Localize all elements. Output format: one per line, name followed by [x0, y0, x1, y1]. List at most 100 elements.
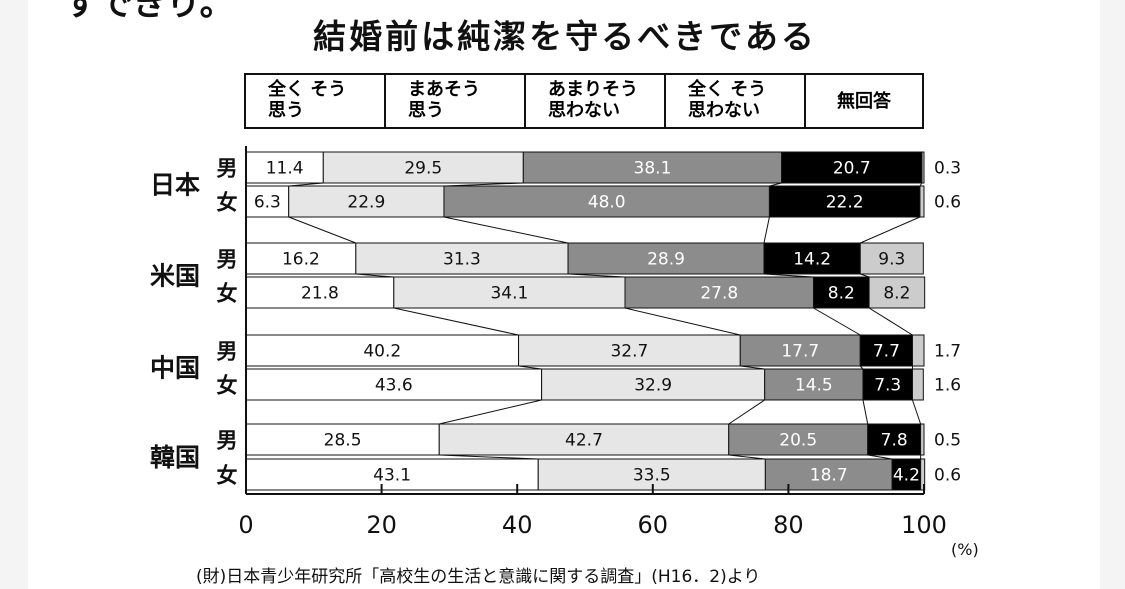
- connector-line: [443, 216, 569, 244]
- bar-value-label: 6.3: [254, 193, 281, 213]
- bar-value-label: 34.1: [490, 284, 528, 304]
- bar-value-label: 32.7: [610, 342, 648, 362]
- row-label: 男: [217, 248, 238, 272]
- x-tick-label: 40: [502, 511, 533, 539]
- source-note: (財)日本青少年研究所「高校生の生活と意識に関する調査」(H16．2)より: [196, 567, 761, 587]
- connector-line: [860, 216, 921, 244]
- bar-segment: [891, 458, 922, 491]
- bar-segment: [862, 368, 913, 401]
- legend-item-strongly-agree: 全く そう 思う: [246, 75, 386, 127]
- bar-value-label: 1.7: [934, 342, 961, 362]
- bar-segment: [245, 458, 539, 491]
- bar-segment: [812, 276, 870, 309]
- row-label: 男: [217, 429, 238, 453]
- connector-line: [867, 454, 893, 460]
- connector-line: [813, 307, 861, 336]
- row-label: 男: [217, 157, 238, 181]
- connector-line: [862, 399, 869, 425]
- x-tick-label: 100: [901, 511, 947, 539]
- connector-line: [288, 216, 357, 244]
- bar-segment: [245, 151, 324, 184]
- group-label: 韓国: [150, 443, 200, 472]
- bar-value-label: 42.7: [565, 431, 603, 451]
- bar-value-label: 8.2: [828, 284, 855, 304]
- bar-value-label: 17.7: [781, 342, 819, 362]
- unit-label: (%): [951, 540, 979, 559]
- connector-line: [728, 399, 765, 425]
- bar-value-label: 7.3: [874, 376, 901, 396]
- chart-legend: 全く そう 思う まあそう 思う あまりそう 思わない 全く そう 思わない 無…: [244, 73, 924, 129]
- bar-value-label: 4.2: [893, 466, 920, 486]
- bar-value-label: 43.1: [373, 466, 411, 486]
- bar-value-label: 28.9: [647, 250, 685, 270]
- bar-value-label: 31.3: [443, 250, 481, 270]
- bar-segment: [867, 423, 922, 456]
- x-tick-label: 0: [238, 511, 253, 539]
- x-tick-label: 80: [773, 511, 804, 539]
- bar-segment: [764, 458, 893, 491]
- bar-segment: [868, 276, 926, 309]
- bar-segment: [393, 276, 626, 309]
- bar-value-label: 7.7: [873, 342, 900, 362]
- bar-segment: [920, 423, 925, 456]
- bar-value-label: 0.6: [934, 466, 961, 486]
- bar-value-label: 0.5: [934, 431, 961, 451]
- bar-value-label: 40.2: [363, 342, 401, 362]
- chart-title: 結婚前は純潔を守るべきである: [313, 17, 817, 56]
- bar-segment: [245, 368, 543, 401]
- x-tick-label: 60: [638, 511, 669, 539]
- bar-value-label: 48.0: [588, 193, 626, 213]
- bar-value-label: 27.8: [700, 284, 738, 304]
- bar-value-label: 1.6: [934, 376, 961, 396]
- bar-value-label: 8.2: [883, 284, 910, 304]
- bar-segment: [859, 242, 924, 275]
- group-label: 米国: [150, 262, 200, 291]
- bar-segment: [355, 242, 569, 275]
- bar-value-label: 28.5: [324, 431, 362, 451]
- connector-line: [912, 399, 922, 425]
- bar-segment: [522, 151, 783, 184]
- bar-value-label: 0.3: [934, 159, 961, 179]
- row-label: 女: [217, 464, 238, 488]
- bar-value-label: 29.5: [404, 159, 442, 179]
- bar-segment: [920, 458, 926, 491]
- bar-value-label: 9.3: [878, 250, 905, 270]
- row-label: 女: [217, 374, 238, 398]
- bar-value-label: 21.8: [301, 284, 339, 304]
- bar-segment: [245, 242, 357, 275]
- bar-value-label: 0.6: [934, 193, 961, 213]
- bar-segment: [438, 423, 730, 456]
- bar-segment: [728, 423, 869, 456]
- bar-value-label: 14.5: [795, 376, 833, 396]
- bar-value-label: 18.7: [810, 466, 848, 486]
- x-tick-label: 20: [366, 511, 397, 539]
- bar-segment: [739, 334, 861, 367]
- legend-item-somewhat-agree: まあそう 思う: [386, 75, 526, 127]
- bar-value-label: 16.2: [282, 250, 320, 270]
- legend-item-somewhat-disagree: あまりそう 思わない: [526, 75, 666, 127]
- bar-value-label: 43.6: [375, 376, 413, 396]
- connector-line: [439, 454, 539, 460]
- connector-line: [393, 307, 519, 336]
- row-label: 女: [217, 191, 238, 215]
- bar-value-label: 33.5: [633, 466, 671, 486]
- bar-segment: [911, 368, 924, 401]
- bar-segment: [764, 368, 864, 401]
- bar-value-label: 38.1: [634, 159, 672, 179]
- bar-value-label: 20.7: [833, 159, 871, 179]
- bar-value-label: 11.4: [266, 159, 304, 179]
- bar-segment: [322, 151, 524, 184]
- bar-value-label: 22.2: [826, 193, 864, 213]
- bar-value-label: 22.9: [347, 193, 385, 213]
- group-label: 日本: [150, 171, 200, 200]
- bar-segment: [537, 458, 766, 491]
- cropped-top-text: すできり。: [64, 0, 234, 24]
- row-label: 女: [217, 282, 238, 306]
- bar-value-label: 14.2: [793, 250, 831, 270]
- bar-segment: [245, 423, 440, 456]
- bar-segment: [245, 334, 520, 367]
- legend-item-strongly-disagree: 全く そう 思わない: [666, 75, 806, 127]
- connector-line: [868, 307, 913, 336]
